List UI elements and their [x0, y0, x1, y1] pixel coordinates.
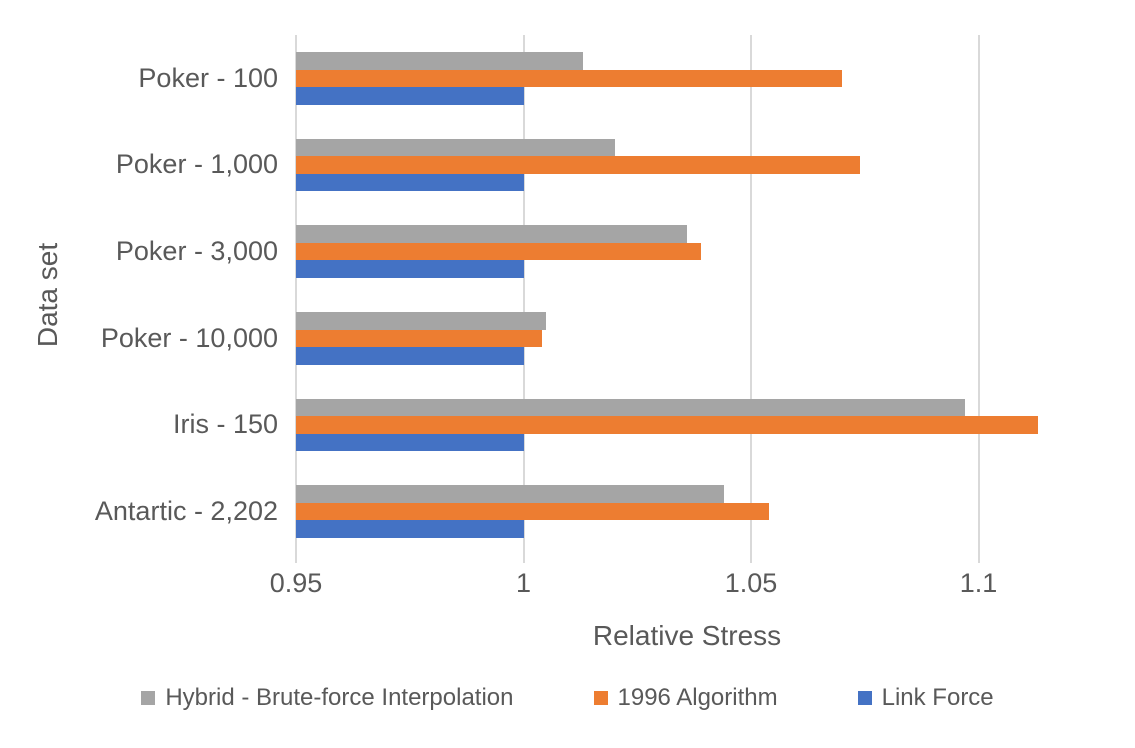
- legend-item: Link Force: [857, 684, 994, 712]
- category-label: Antartic - 2,202: [94, 496, 278, 527]
- tick-mark-1: [522, 555, 525, 563]
- bar-link-force: [296, 520, 524, 538]
- bar-link-force: [296, 173, 524, 192]
- x-axis-title: Relative Stress: [592, 620, 782, 651]
- gridline-1.1: [977, 35, 980, 555]
- bar-hybrid-brute-force-interpolation: [296, 225, 688, 243]
- legend-item: 1996 Algorithm: [593, 684, 778, 712]
- legend-marker-icon: [141, 691, 156, 705]
- legend-marker-icon: [857, 691, 872, 705]
- gridline-0.95: [295, 35, 297, 555]
- legend-label: Link Force: [881, 684, 994, 711]
- x-tick-label: 1: [515, 568, 532, 598]
- bar-link-force: [296, 433, 524, 452]
- legend-label: Hybrid - Brute-force Interpolation: [165, 684, 514, 711]
- tick-mark-1.05: [750, 555, 752, 563]
- gridline-1: [522, 35, 525, 555]
- category-label: Poker - 10,000: [100, 322, 278, 353]
- legend: Hybrid - Brute-force Interpolation 1996 A…: [0, 684, 1135, 712]
- bar-1996-algorithm: [296, 329, 542, 348]
- x-tick-label: 1.1: [959, 568, 998, 598]
- bar-1996-algorithm: [296, 242, 701, 261]
- category-axis-labels: Poker - 100 Poker - 1,000 Poker - 3,000 Pok…: [0, 35, 284, 555]
- bar-1996-algorithm: [296, 416, 1038, 434]
- category-label: Poker - 3,000: [115, 236, 278, 267]
- x-tick-label: 0.95: [269, 568, 323, 598]
- tick-mark-0.95: [295, 555, 297, 563]
- bar-link-force: [296, 347, 524, 365]
- plot-area: [295, 35, 1100, 563]
- bar-hybrid-brute-force-interpolation: [296, 52, 583, 70]
- bar-link-force: [296, 87, 524, 105]
- bar-1996-algorithm: [296, 502, 770, 521]
- bar-1996-algorithm: [296, 69, 842, 88]
- bar-1996-algorithm: [296, 156, 861, 174]
- bar-hybrid-brute-force-interpolation: [296, 398, 965, 417]
- x-tick-label: 1.05: [724, 568, 778, 598]
- bar-link-force: [296, 260, 524, 278]
- legend-item: Hybrid - Brute-force Interpolation: [141, 684, 514, 712]
- category-label: Iris - 150: [172, 409, 278, 440]
- tick-mark-1.1: [977, 555, 980, 563]
- bar-hybrid-brute-force-interpolation: [296, 138, 615, 157]
- legend-label: 1996 Algorithm: [617, 684, 778, 711]
- gridline-1.05: [750, 35, 752, 555]
- legend-marker-icon: [593, 691, 608, 705]
- bar-hybrid-brute-force-interpolation: [296, 312, 547, 330]
- bar-hybrid-brute-force-interpolation: [296, 485, 724, 503]
- category-label: Poker - 100: [138, 62, 278, 93]
- category-label: Poker - 1,000: [115, 149, 278, 180]
